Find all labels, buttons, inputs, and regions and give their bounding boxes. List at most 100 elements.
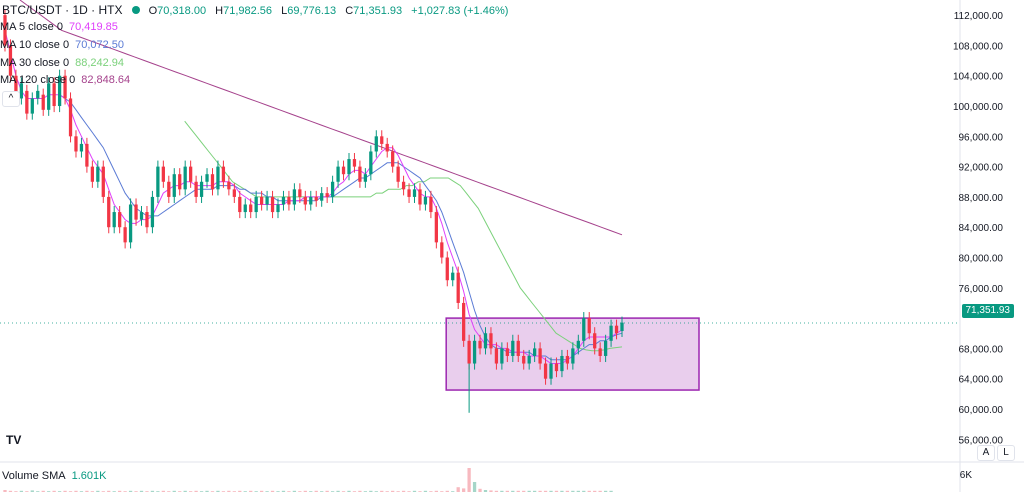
volume-legend[interactable]: Volume SMA 1.601K (2, 470, 106, 484)
candle-body (36, 90, 40, 99)
candle-body (543, 363, 548, 379)
candle-body (68, 98, 73, 137)
candle-body (407, 189, 411, 197)
candle-body (265, 196, 269, 205)
y-tick-label: 84,000.00 (959, 223, 1004, 234)
candle-body (292, 189, 297, 205)
volume-bar (434, 490, 438, 492)
volume-bar (19, 490, 24, 492)
volume-value: 1.601K (71, 470, 107, 482)
candle-body (276, 204, 280, 213)
candle-body (112, 212, 116, 228)
volume-bar (445, 490, 449, 492)
ohlc-c-label: C (345, 5, 354, 17)
volume-bar (139, 490, 144, 492)
candle-body (500, 348, 504, 364)
volume-bar (172, 490, 176, 492)
candle-body (47, 83, 51, 110)
candle-body (511, 340, 515, 356)
candle-body (167, 181, 171, 197)
candle-body (134, 204, 138, 220)
candle-body (494, 348, 499, 364)
volume-bar (478, 488, 482, 492)
y-tick-label: 80,000.00 (959, 254, 1004, 265)
symbol-label[interactable]: BTC/USDT · 1D · HTX (2, 3, 123, 17)
volume-bar (3, 490, 7, 492)
candle-body (172, 174, 176, 197)
candle-body (582, 318, 586, 341)
volume-bar (161, 490, 165, 492)
ma30-value: 88,242.94 (75, 57, 125, 69)
candle-body (587, 318, 591, 334)
volume-bar (462, 488, 466, 492)
y-tick-label: 104,000.00 (953, 72, 1003, 83)
volume-bar (543, 490, 548, 492)
y-tick-label: 96,000.00 (959, 132, 1004, 143)
candle-body (549, 363, 553, 379)
volume-bar (128, 490, 133, 492)
volume-bar (96, 490, 100, 492)
ma30-row[interactable]: MA 30 close 0 88,242.94 (0, 57, 124, 71)
candle-body (560, 355, 564, 372)
volume-bar (216, 490, 220, 492)
volume-bar (380, 490, 384, 492)
ohlc-o-value: 70,318.00 (157, 5, 207, 17)
candle-body (363, 174, 368, 182)
candle-body (298, 189, 302, 197)
candle-body (194, 181, 198, 197)
candle-body (30, 98, 34, 114)
volume-bar (598, 490, 602, 492)
log-scale-button[interactable]: L (997, 445, 1015, 461)
candle-body (445, 257, 449, 281)
ma5-row[interactable]: MA 5 close 0 70,419.85 (0, 21, 118, 35)
ohlc-h-label: H (215, 5, 224, 17)
ohlc-change: +1,027.83 (+1.46%) (411, 5, 509, 17)
collapse-legend-button[interactable]: ^ (2, 91, 20, 107)
volume-bar (483, 490, 488, 492)
volume-bar (325, 490, 329, 492)
ma10-row[interactable]: MA 10 close 0 70,072.50 (0, 39, 124, 53)
volume-bar (456, 487, 460, 492)
volume-bar (303, 490, 307, 492)
volume-bar (571, 490, 575, 492)
y-tick-label: 88,000.00 (959, 193, 1004, 204)
logo-text: TV (6, 433, 22, 447)
y-tick-label: 112,000.00 (954, 11, 1004, 22)
volume-bar (281, 490, 286, 492)
volume-bar (30, 490, 34, 492)
candle-body (281, 196, 286, 205)
candle-body (178, 174, 182, 190)
candle-body (571, 348, 575, 364)
candle-body (538, 348, 542, 364)
candle-body (210, 174, 215, 190)
ma120-line (19, 0, 623, 236)
volume-bar (227, 490, 231, 492)
candle-body (205, 174, 209, 182)
candle-body (489, 333, 493, 349)
volume-bar (494, 490, 499, 492)
volume-bar (358, 490, 362, 492)
ma10-label: MA 10 close 0 (0, 39, 70, 51)
candle-body (385, 143, 389, 152)
ma5-value: 70,419.85 (68, 21, 118, 33)
tradingview-logo-icon[interactable]: TV (6, 433, 24, 447)
ma120-row[interactable]: MA 120 close 0 82,848.64 (0, 74, 130, 88)
candle-body (63, 75, 67, 99)
volume-bar (347, 490, 351, 492)
candle-body (189, 166, 193, 182)
candle-body (303, 196, 307, 205)
volume-bar (500, 490, 504, 492)
y-tick-label: 100,000.00 (953, 102, 1003, 113)
ohlc-c-value: 71,351.93 (353, 5, 403, 17)
candle-body (380, 136, 384, 144)
candle-body (598, 348, 602, 356)
volume-bar (259, 490, 264, 492)
candle-body (52, 83, 56, 107)
auto-scale-button[interactable]: A (977, 445, 995, 461)
candle-body (401, 181, 406, 190)
candle-body (243, 204, 247, 213)
y-tick-label: 64,000.00 (959, 375, 1004, 386)
volume-axis-label: 6K (959, 470, 972, 481)
